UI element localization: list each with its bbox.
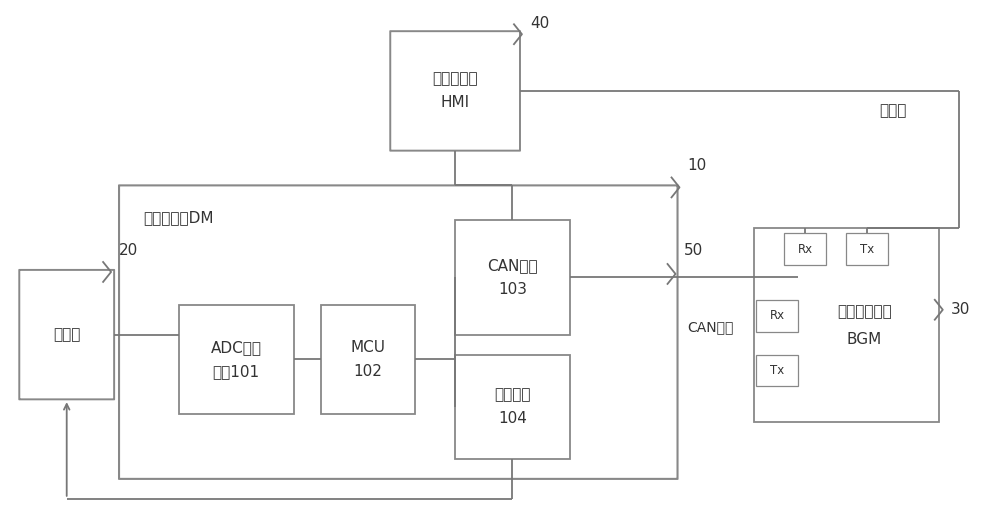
Text: 104: 104 <box>498 411 527 426</box>
Text: 芯片101: 芯片101 <box>213 364 260 379</box>
FancyBboxPatch shape <box>390 31 520 150</box>
Text: ADC采样: ADC采样 <box>211 340 262 355</box>
Bar <box>179 305 294 414</box>
Text: BGM: BGM <box>847 332 882 346</box>
Bar <box>754 228 939 422</box>
Text: Rx: Rx <box>770 309 785 322</box>
Text: 以太网: 以太网 <box>879 103 906 118</box>
Text: CAN芯牋: CAN芯牋 <box>487 258 538 273</box>
Text: CAN总线: CAN总线 <box>687 320 734 335</box>
Text: 102: 102 <box>353 364 382 379</box>
Text: HMI: HMI <box>441 96 470 110</box>
Bar <box>756 354 798 386</box>
Text: 后視镜: 后視镜 <box>53 327 80 342</box>
Text: 103: 103 <box>498 282 527 297</box>
Text: 10: 10 <box>687 158 707 174</box>
Bar <box>756 300 798 332</box>
Text: 40: 40 <box>530 16 549 31</box>
Text: 30: 30 <box>951 302 970 317</box>
Text: 驱动电路: 驱动电路 <box>494 388 531 402</box>
FancyBboxPatch shape <box>119 185 678 479</box>
Text: Tx: Tx <box>860 242 874 256</box>
Bar <box>784 233 826 265</box>
Text: MCU: MCU <box>350 340 385 355</box>
Text: Tx: Tx <box>770 364 784 377</box>
Text: 车机控制器: 车机控制器 <box>432 71 478 87</box>
Text: 车身域控制器: 车身域控制器 <box>837 304 892 319</box>
Text: 50: 50 <box>683 243 703 258</box>
Bar <box>455 354 570 459</box>
Text: Rx: Rx <box>798 242 813 256</box>
Bar <box>320 305 415 414</box>
Bar <box>846 233 888 265</box>
FancyBboxPatch shape <box>19 270 114 399</box>
Text: 门模块电路DM: 门模块电路DM <box>144 210 214 225</box>
Text: 20: 20 <box>119 243 138 258</box>
Bar <box>455 220 570 335</box>
